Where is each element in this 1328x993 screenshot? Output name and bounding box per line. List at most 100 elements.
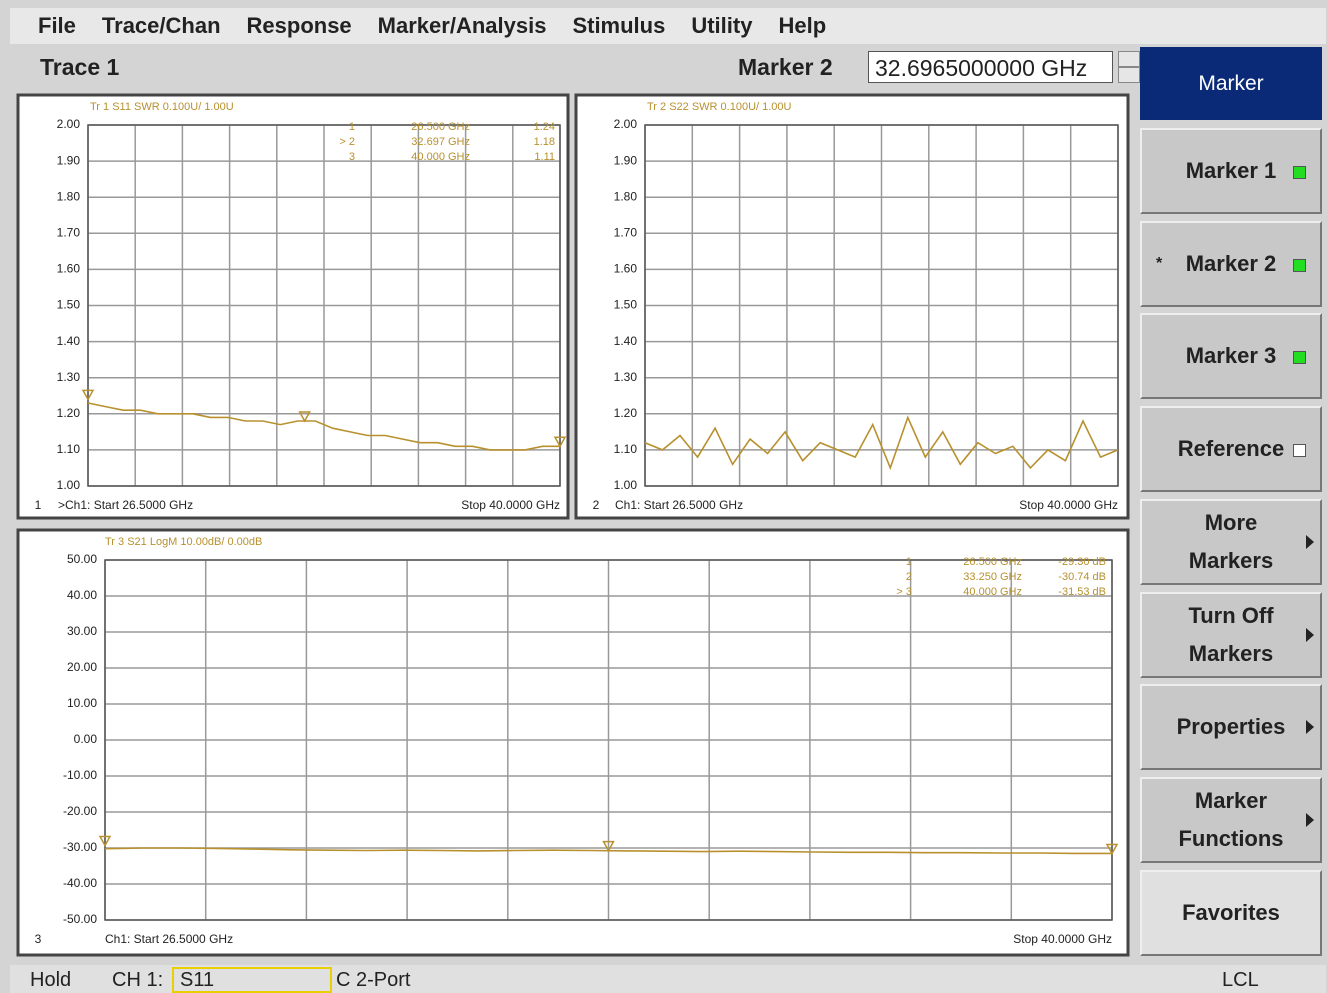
indicator (1293, 166, 1306, 179)
submenu-arrow (1306, 812, 1314, 827)
menu-item[interactable]: Help (778, 13, 827, 38)
marker-name: > 3 (896, 586, 912, 598)
y-tick-label: 1.00 (57, 478, 81, 492)
panel (574, 93, 1130, 520)
softkey-label: Marker 1 (1185, 158, 1277, 183)
start-label: >Ch1: Start 26.5000 GHz (58, 498, 193, 512)
softkey[interactable]: Favorites (1140, 869, 1322, 956)
status-bar: Hold CH 1: S11 C 2-Port LCL (10, 965, 1326, 993)
softkey[interactable]: More Markers (1140, 498, 1322, 585)
stop-label: Stop 40.0000 GHz (1013, 932, 1112, 946)
softkey[interactable]: Marker 1 (1140, 128, 1322, 214)
menu-bar: File Trace/Chan Response Marker/Analysis Sti… (10, 8, 1326, 44)
marker-value: 1.11 (534, 151, 555, 163)
y-tick-label: 1.90 (614, 153, 638, 167)
channel-number: 2 (593, 498, 600, 512)
y-tick-label: 1.10 (614, 442, 638, 456)
y-tick-label: -30.00 (63, 840, 97, 854)
y-tick-label: 1.00 (614, 478, 638, 492)
marker-freq: 32.697 GHz (411, 136, 470, 148)
softkey[interactable]: * Marker 2 (1140, 220, 1322, 307)
channel-number: 1 (35, 498, 42, 512)
softkey-label: Reference (1177, 436, 1285, 462)
y-tick-label: 1.90 (57, 153, 81, 167)
y-tick-label: 1.70 (614, 225, 638, 239)
softkey[interactable]: Marker 3 (1140, 313, 1322, 400)
trace (87, 402, 560, 451)
y-tick-label: 2.00 (614, 117, 638, 131)
indicator (1293, 444, 1306, 458)
y-tick-label: -20.00 (63, 804, 97, 818)
plot-frame (104, 559, 1113, 921)
trace-title: Tr 1 S11 SWR 0.100U/ 1.00U (90, 101, 234, 113)
status-parameter[interactable]: S11 (172, 967, 332, 993)
softkey-label: Marker 2 (1185, 250, 1277, 276)
y-tick-label: 1.50 (614, 298, 638, 312)
y-tick-label: 10.00 (67, 696, 97, 710)
y-tick-label: 1.30 (614, 370, 638, 384)
y-tick-label: 20.00 (67, 660, 97, 674)
marker-name: > 2 (339, 136, 355, 148)
y-tick-label: 1.70 (57, 225, 81, 239)
status-channel: CH 1: (112, 969, 164, 991)
marker-name: 1 (349, 121, 355, 133)
marker-name: 1 (906, 556, 912, 568)
y-tick-label: 1.50 (57, 298, 81, 312)
softkey[interactable]: Turn Off Markers (1140, 591, 1322, 678)
spin-down[interactable] (1118, 67, 1140, 83)
y-tick-label: 0.00 (74, 732, 98, 746)
y-tick-label: 1.40 (57, 334, 81, 348)
spin-up[interactable] (1118, 51, 1140, 67)
trace-title: Trace 1 (40, 54, 120, 80)
toolbar: Trace 1 Marker 2 32.6965000000 GHz (18, 48, 1140, 88)
menu-item[interactable]: Marker/Analysis (377, 13, 547, 38)
marker-freq: 40.000 GHz (963, 586, 1022, 598)
trace-title: Tr 3 S21 LogM 10.00dB/ 0.00dB (105, 536, 262, 548)
marker-value: -29.30 dB (1058, 556, 1106, 568)
marker (81, 389, 95, 401)
menu-item[interactable]: Stimulus (572, 13, 666, 38)
marker-name: 3 (349, 151, 355, 163)
marker-freq: 33.250 GHz (963, 571, 1022, 583)
channel-number: 3 (35, 932, 42, 946)
y-tick-label: 1.80 (614, 189, 638, 203)
marker-value: 1.18 (534, 136, 555, 148)
softkey-label: Properties (1176, 714, 1286, 740)
status-calibration: C 2-Port (336, 969, 411, 991)
marker (98, 835, 112, 848)
softkey-label: Marker 3 (1185, 343, 1277, 369)
menu-item[interactable]: Response (246, 13, 352, 38)
y-tick-label: 1.30 (57, 370, 81, 384)
softkey[interactable]: Properties (1140, 684, 1322, 771)
y-tick-label: 1.80 (57, 189, 81, 203)
y-tick-label: 40.00 (67, 588, 97, 602)
softkey[interactable]: Reference (1140, 406, 1322, 493)
menu-item[interactable]: Utility (691, 13, 753, 38)
submenu-arrow (1306, 720, 1314, 735)
menu-item[interactable]: Trace/Chan (101, 13, 221, 38)
indicator (1293, 351, 1306, 365)
marker-label: Marker 2 (738, 54, 833, 80)
y-tick-label: 50.00 (67, 552, 97, 566)
panel (16, 528, 1130, 957)
y-tick-label: 1.60 (57, 262, 81, 276)
marker (1105, 843, 1119, 856)
y-tick-label: -10.00 (63, 768, 97, 782)
marker-value: -30.74 dB (1058, 571, 1106, 583)
softkey-label: Favorites (1182, 899, 1280, 925)
y-tick-label: 1.40 (614, 334, 638, 348)
y-tick-label: 2.00 (57, 117, 81, 131)
marker-freq: 26.500 GHz (411, 121, 470, 133)
marker-input[interactable]: 32.6965000000 GHz (868, 51, 1113, 83)
panel (16, 93, 570, 520)
softkey-label: Marker Functions (1178, 787, 1284, 851)
y-tick-label: -40.00 (63, 876, 97, 890)
y-tick-label: 1.20 (614, 406, 638, 420)
menu-item[interactable]: File (38, 13, 76, 38)
marker-freq: 40.000 GHz (411, 151, 470, 163)
softkey-label: Turn Off Markers (1188, 602, 1274, 666)
status-state: Hold (30, 969, 72, 991)
start-label: Ch1: Start 26.5000 GHz (105, 932, 233, 946)
softkey-label: More Markers (1188, 509, 1274, 573)
softkey[interactable]: Marker Functions (1140, 776, 1322, 863)
